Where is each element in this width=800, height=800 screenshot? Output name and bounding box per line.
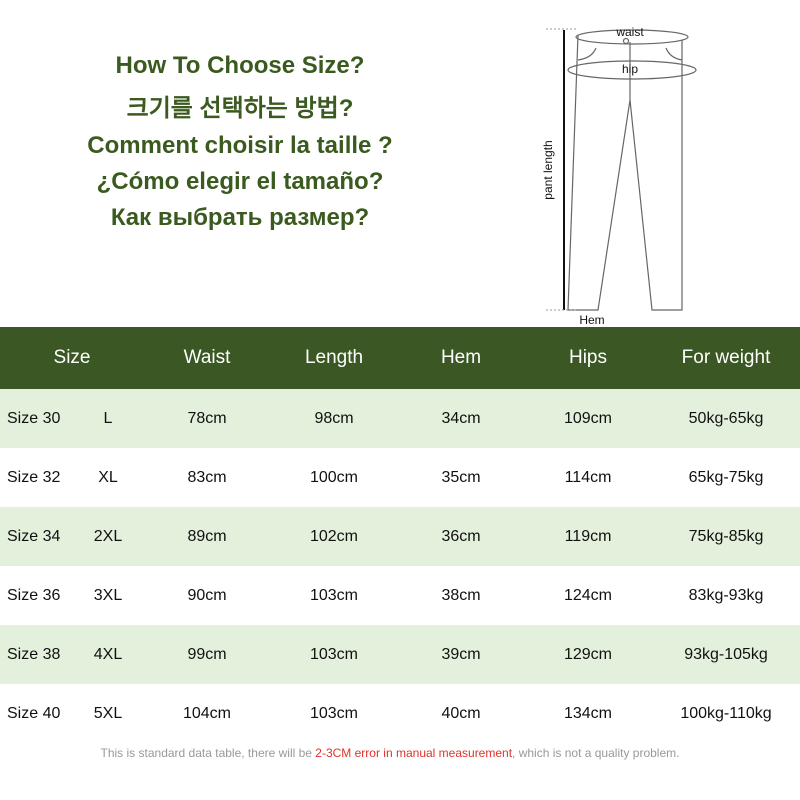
footer-text-end: , which is not a quality problem. <box>512 746 680 760</box>
waist-label: waist <box>615 25 644 39</box>
cell-hips: 109cm <box>563 409 613 427</box>
cell-waist: 78cm <box>187 409 227 427</box>
cell-waist: 104cm <box>182 704 232 722</box>
cell-letter-size: 2XL <box>93 527 123 545</box>
title-spanish: ¿Cómo elegir el tamaño? <box>96 168 384 195</box>
cell-length: 102cm <box>309 527 359 545</box>
table-row: Size 36 3XL 90cm 103cm 38cm 124cm 83kg-93kg <box>0 566 800 625</box>
cell-weight: 83kg-93kg <box>688 586 764 604</box>
header-waist: Waist <box>183 347 231 368</box>
header-size: Size <box>53 347 91 368</box>
cell-letter-size: XL <box>98 468 118 486</box>
hem-label: Hem <box>579 313 604 327</box>
cell-hem: 34cm <box>441 409 481 427</box>
table-header: Size Waist Length Hem Hips For weight <box>0 327 800 389</box>
cell-length: 100cm <box>309 468 359 486</box>
pants-diagram: waist hip pant length Hem <box>541 25 697 327</box>
cell-size: Size 30 <box>7 409 61 427</box>
cell-weight: 75kg-85kg <box>688 527 764 545</box>
cell-weight: 65kg-75kg <box>688 468 764 486</box>
title-korean: 크기를 선택하는 방법? <box>126 95 354 122</box>
table-row: Size 30 L 78cm 98cm 34cm 109cm 50kg-65kg <box>0 389 800 448</box>
cell-hem: 39cm <box>441 645 481 663</box>
cell-length: 98cm <box>314 409 354 427</box>
cell-size: Size 34 <box>7 527 61 545</box>
header-hem: Hem <box>440 347 482 368</box>
cell-waist: 89cm <box>187 527 227 545</box>
footer-highlight: 2-3CM error in manual measurement <box>315 746 513 760</box>
hip-label: hip <box>622 62 638 76</box>
cell-letter-size: L <box>103 409 113 427</box>
pant-length-label: pant length <box>541 140 555 199</box>
cell-hem: 35cm <box>441 468 481 486</box>
cell-size: Size 40 <box>7 704 61 722</box>
cell-hips: 129cm <box>563 645 613 663</box>
cell-waist: 83cm <box>187 468 227 486</box>
cell-weight: 50kg-65kg <box>688 409 764 427</box>
cell-hips: 114cm <box>564 468 612 486</box>
cell-letter-size: 5XL <box>93 704 123 722</box>
table-row: Size 32 XL 83cm 100cm 35cm 114cm 65kg-75kg <box>0 448 800 507</box>
header-length: Length <box>304 347 364 368</box>
cell-hem: 36cm <box>441 527 481 545</box>
header-hips: Hips <box>568 347 607 368</box>
cell-hips: 119cm <box>564 527 612 545</box>
cell-length: 103cm <box>309 586 359 604</box>
cell-hem: 38cm <box>441 586 481 604</box>
cell-size: Size 36 <box>7 586 61 604</box>
cell-length: 103cm <box>309 704 359 722</box>
title-french: Comment choisir la taille ? <box>87 132 393 159</box>
title-english: How To Choose Size? <box>115 52 365 79</box>
cell-letter-size: 3XL <box>93 586 123 604</box>
cell-size: Size 38 <box>7 645 61 663</box>
header-weight: For weight <box>681 347 771 368</box>
footer-note: This is standard data table, there will … <box>0 746 780 760</box>
cell-hips: 134cm <box>563 704 613 722</box>
cell-size: Size 32 <box>7 468 61 486</box>
cell-waist: 90cm <box>187 586 227 604</box>
cell-length: 103cm <box>309 645 359 663</box>
title-russian: Как выбрать размер? <box>110 204 370 231</box>
table-row: Size 40 5XL 104cm 103cm 40cm 134cm 100kg-110kg <box>0 684 800 743</box>
cell-hips: 124cm <box>563 586 613 604</box>
cell-waist: 99cm <box>187 645 227 663</box>
table-row: Size 34 2XL 89cm 102cm 36cm 119cm 75kg-85kg <box>0 507 800 566</box>
cell-weight: 93kg-105kg <box>684 645 768 663</box>
cell-weight: 100kg-110kg <box>680 704 772 722</box>
cell-letter-size: 4XL <box>93 645 123 663</box>
table-row: Size 38 4XL 99cm 103cm 39cm 129cm 93kg-105kg <box>0 625 800 684</box>
cell-hem: 40cm <box>441 704 481 722</box>
footer-text: This is standard data table, there will … <box>100 746 316 760</box>
size-table: Size Waist Length Hem Hips For weight Si… <box>0 327 800 743</box>
